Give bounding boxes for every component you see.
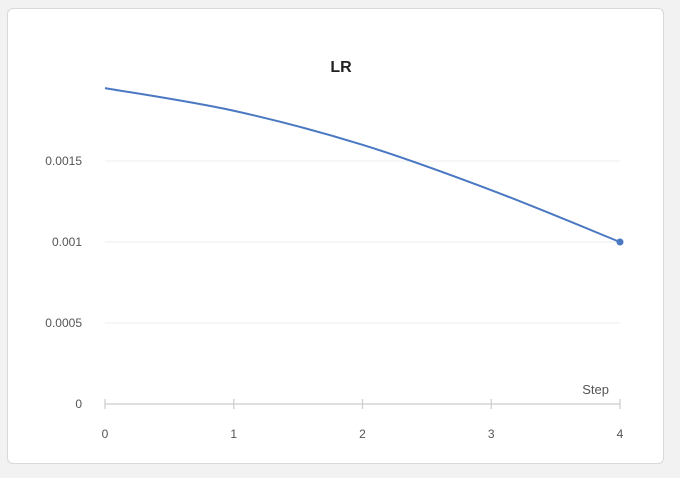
chart-card bbox=[7, 8, 664, 464]
x-tick-label: 3 bbox=[488, 427, 495, 441]
x-tick-labels: 0 1 2 3 4 bbox=[102, 427, 624, 441]
chart-title: LR bbox=[330, 59, 352, 76]
y-tick-label: 0.0005 bbox=[45, 316, 82, 330]
x-axis-title: Step bbox=[582, 382, 609, 397]
data-point[interactable] bbox=[616, 238, 624, 246]
y-tick-label: 0.0015 bbox=[45, 154, 82, 168]
y-tick-labels: 0 0.0005 0.001 0.0015 bbox=[45, 154, 82, 411]
y-tick-label: 0 bbox=[75, 397, 82, 411]
x-axis bbox=[104, 399, 621, 409]
x-tick-label: 2 bbox=[359, 427, 366, 441]
y-tick-label: 0.001 bbox=[52, 235, 82, 249]
series-lr[interactable] bbox=[104, 87, 624, 246]
grid-lines bbox=[105, 160, 620, 324]
x-tick-label: 4 bbox=[617, 427, 624, 441]
x-tick-label: 0 bbox=[102, 427, 109, 441]
series-line bbox=[104, 87, 621, 243]
x-tick-label: 1 bbox=[230, 427, 237, 441]
